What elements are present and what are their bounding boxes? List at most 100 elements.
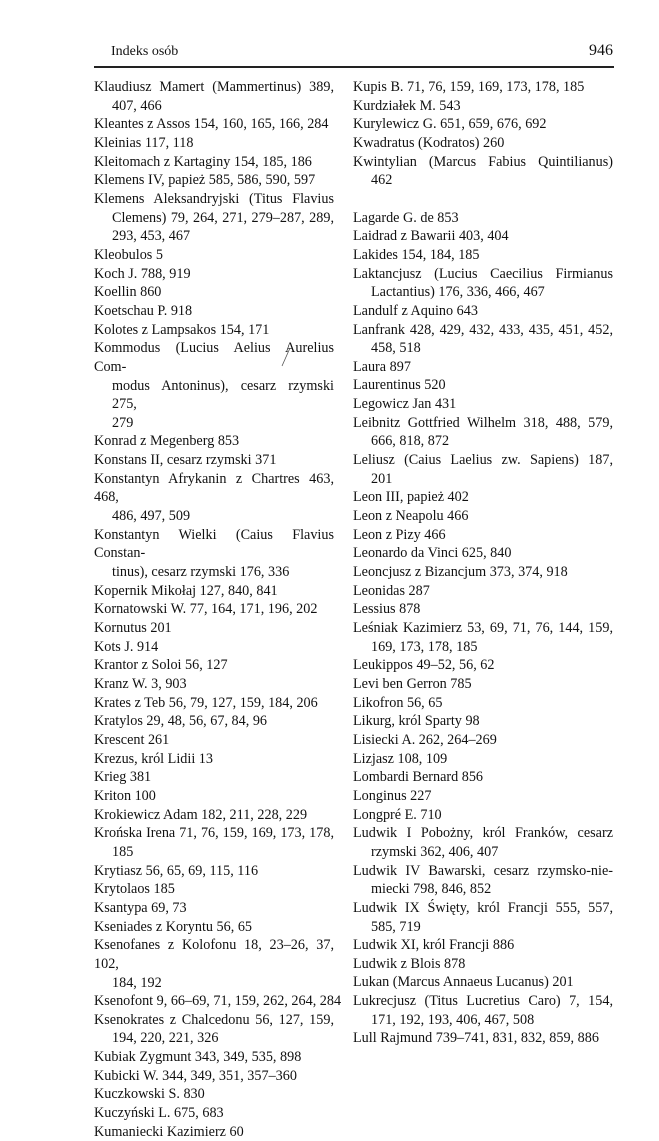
index-entry: Ludwik z Blois 878 bbox=[353, 955, 613, 974]
index-entry-continuation: 407, 466 bbox=[112, 97, 162, 114]
index-entry-line: Likurg, król Sparty 98 bbox=[353, 713, 480, 730]
index-entry: Lessius 878 bbox=[353, 600, 613, 619]
index-entry-line: Klaudiusz Mamert (Mammertinus) 389, bbox=[94, 79, 334, 95]
index-entry-line: Krezus, król Lidii 13 bbox=[94, 750, 213, 767]
index-entry-line: Konstantyn Wielki (Caius Flavius Constan… bbox=[94, 526, 334, 562]
index-entry: Kupis B. 71, 76, 159, 169, 173, 178, 185 bbox=[353, 78, 613, 97]
index-entry: Konrad z Megenberg 853 bbox=[94, 432, 334, 451]
index-entry: Laura 897 bbox=[353, 358, 613, 377]
index-entry: Kleitomach z Kartaginy 154, 185, 186 bbox=[94, 153, 334, 172]
index-entry-line: Koellin 860 bbox=[94, 284, 162, 301]
index-entry-line: Kwadratus (Kodratos) 260 bbox=[353, 134, 505, 151]
index-entry: Kuczkowski S. 830 bbox=[94, 1085, 334, 1104]
index-entry-continuation: 169, 173, 178, 185 bbox=[371, 638, 478, 655]
index-entry-line: Longpré E. 710 bbox=[353, 806, 442, 823]
index-entry-line: Klemens IV, papież 585, 586, 590, 597 bbox=[94, 172, 316, 189]
index-entry-line: Lukrecjusz (Titus Lucretius Caro) 7, 154… bbox=[353, 993, 613, 1010]
index-entry-continuation: 279 bbox=[112, 414, 134, 431]
index-entry-line: Leon z Neapolu 466 bbox=[353, 508, 469, 525]
index-entry: Lanfrank 428, 429, 432, 433, 435, 451, 4… bbox=[353, 321, 613, 358]
index-entry-line: Krońska Irena 71, 76, 159, 169, 173, 178… bbox=[94, 825, 334, 842]
index-entry: Kleobulos 5 bbox=[94, 246, 334, 265]
index-entry-line: Kurylewicz G. 651, 659, 676, 692 bbox=[353, 116, 547, 133]
index-entry: Legowicz Jan 431 bbox=[353, 395, 613, 414]
index-column-left: Klaudiusz Mamert (Mammertinus) 389, 407, … bbox=[94, 78, 341, 1141]
index-entry-line: Leliusz (Caius Laelius zw. Sapiens) 187, bbox=[353, 452, 613, 469]
index-entry: Leonardo da Vinci 625, 840 bbox=[353, 544, 613, 563]
index-entry-continuation: 184, 192 bbox=[112, 974, 162, 991]
index-entry-line: Klemens Aleksandryjski (Titus Flavius bbox=[94, 190, 334, 207]
index-entry-line: Kopernik Mikołaj 127, 840, 841 bbox=[94, 582, 278, 599]
index-entry-line: Lakides 154, 184, 185 bbox=[353, 246, 480, 263]
running-header-title: Indeks osób bbox=[111, 44, 179, 59]
index-entry-line: Kratylos 29, 48, 56, 67, 84, 96 bbox=[94, 713, 268, 730]
index-entry: Levi ben Gerron 785 bbox=[353, 675, 613, 694]
index-entry-line: Ksenofanes z Kolofonu 18, 23–26, 37, 102… bbox=[94, 937, 334, 972]
index-entry: Kurdziałek M. 543 bbox=[353, 97, 613, 116]
index-entry: Kwadratus (Kodratos) 260 bbox=[353, 134, 613, 153]
index-entry-continuation: 293, 453, 467 bbox=[112, 228, 191, 245]
index-entry: Krescent 261 bbox=[94, 731, 334, 750]
index-entry: Ksenofont 9, 66–69, 71, 159, 262, 264, 2… bbox=[94, 992, 341, 1011]
index-entry-line: Kornatowski W. 77, 164, 171, 196, 202 bbox=[94, 601, 318, 618]
index-entry-line: Krytolaos 185 bbox=[94, 881, 175, 898]
index-entry: Krytiasz 56, 65, 69, 115, 116 bbox=[94, 862, 334, 881]
index-entry-line: Likofron 56, 65 bbox=[353, 694, 443, 711]
index-entry: Lukan (Marcus Annaeus Lucanus) 201 bbox=[353, 973, 613, 992]
index-entry-line: Lukan (Marcus Annaeus Lucanus) 201 bbox=[353, 974, 574, 991]
index-entry: Kots J. 914 bbox=[94, 638, 334, 657]
index-entry: Kubiak Zygmunt 343, 349, 535, 898 bbox=[94, 1048, 334, 1067]
index-entry: Leoncjusz z Bizancjum 373, 374, 918 bbox=[353, 563, 613, 582]
index-entry: Klemens Aleksandryjski (Titus Flavius Cle… bbox=[94, 190, 334, 246]
index-entry-line: Kolotes z Lampsakos 154, 171 bbox=[94, 321, 270, 338]
index-entry: Leliusz (Caius Laelius zw. Sapiens) 187,… bbox=[353, 451, 613, 488]
index-entry-continuation: 194, 220, 221, 326 bbox=[112, 1030, 219, 1047]
index-entry-line: Leonidas 287 bbox=[353, 582, 430, 599]
index-entry-line: Kurdziałek M. 543 bbox=[353, 97, 461, 114]
index-entry: Krezus, król Lidii 13 bbox=[94, 750, 334, 769]
index-entry: Laktancjusz (Lucius Caecilius Firmianus L… bbox=[353, 265, 613, 302]
index-entry-line: Kumaniecki Kazimierz 60 bbox=[94, 1123, 244, 1140]
index-entry-continuation: 185 bbox=[112, 843, 134, 860]
index-entry-line: Krantor z Soloi 56, 127 bbox=[94, 657, 228, 674]
index-entry: Ludwik IX Święty, król Francji 555, 557,… bbox=[353, 899, 613, 936]
index-entry-line: Laurentinus 520 bbox=[353, 377, 446, 394]
index-entry-line: Ksenokrates z Chalcedonu 56, 127, 159, bbox=[94, 1011, 334, 1028]
index-entry: Ludwik I Pobożny, król Franków, cesarz rz… bbox=[353, 824, 613, 861]
index-entry: Ksenofanes z Kolofonu 18, 23–26, 37, 102… bbox=[94, 936, 334, 992]
header-rule bbox=[94, 66, 614, 68]
index-entry-line: Kots J. 914 bbox=[94, 638, 159, 655]
index-entry: Laidrad z Bawarii 403, 404 bbox=[353, 227, 613, 246]
index-entry: Kwintylian (Marcus Fabius Quintilianus) 4… bbox=[353, 153, 613, 190]
index-entry-continuation: 171, 192, 193, 406, 467, 508 bbox=[371, 1011, 535, 1028]
index-entry: Lisiecki A. 262, 264–269 bbox=[353, 731, 613, 750]
index-entry-line: Laura 897 bbox=[353, 358, 411, 375]
index-entry-line: Ludwik I Pobożny, król Franków, cesarz bbox=[353, 825, 613, 842]
index-entry: Kseniades z Koryntu 56, 65 bbox=[94, 918, 334, 937]
index-entry-line: Koch J. 788, 919 bbox=[94, 265, 191, 282]
index-entry-line: Leibnitz Gottfried Wilhelm 318, 488, 579… bbox=[353, 414, 613, 431]
index-entry: Leon III, papież 402 bbox=[353, 488, 613, 507]
index-entry: Kopernik Mikołaj 127, 840, 841 bbox=[94, 582, 334, 601]
index-entry-line: Krytiasz 56, 65, 69, 115, 116 bbox=[94, 862, 259, 879]
index-entry: Koellin 860 bbox=[94, 283, 334, 302]
index-entry-line: Longinus 227 bbox=[353, 787, 432, 804]
index-entry: Krieg 381 bbox=[94, 768, 334, 787]
index-entry: Lagarde G. de 853 bbox=[353, 209, 613, 228]
index-entry-line: Lisiecki A. 262, 264–269 bbox=[353, 731, 497, 748]
index-entry-continuation: 585, 719 bbox=[371, 918, 421, 935]
index-entry-line: Leon z Pizy 466 bbox=[353, 526, 446, 543]
index-entry: Kommodus (Lucius Aelius Aurelius Com-mod… bbox=[94, 339, 334, 432]
index-entry: Koch J. 788, 919 bbox=[94, 265, 334, 284]
index-entry-line: Laktancjusz (Lucius Caecilius Firmianus bbox=[353, 265, 613, 282]
index-entry-line: Kriton 100 bbox=[94, 787, 156, 804]
index-entry: Lakides 154, 184, 185 bbox=[353, 246, 613, 265]
index-entry: Krates z Teb 56, 79, 127, 159, 184, 206 bbox=[94, 694, 334, 713]
index-column-right: Kupis B. 71, 76, 159, 169, 173, 178, 185… bbox=[353, 78, 613, 1048]
index-entry-line: Leonardo da Vinci 625, 840 bbox=[353, 545, 512, 562]
index-entry-continuation: tinus), cesarz rzymski 176, 336 bbox=[112, 564, 290, 581]
index-entry: Kurylewicz G. 651, 659, 676, 692 bbox=[353, 115, 613, 134]
index-entry-line: Landulf z Aquino 643 bbox=[353, 302, 478, 319]
index-entry-line: Kleinias 117, 118 bbox=[94, 134, 194, 151]
index-entry-continuation: miecki 798, 846, 852 bbox=[371, 881, 492, 898]
